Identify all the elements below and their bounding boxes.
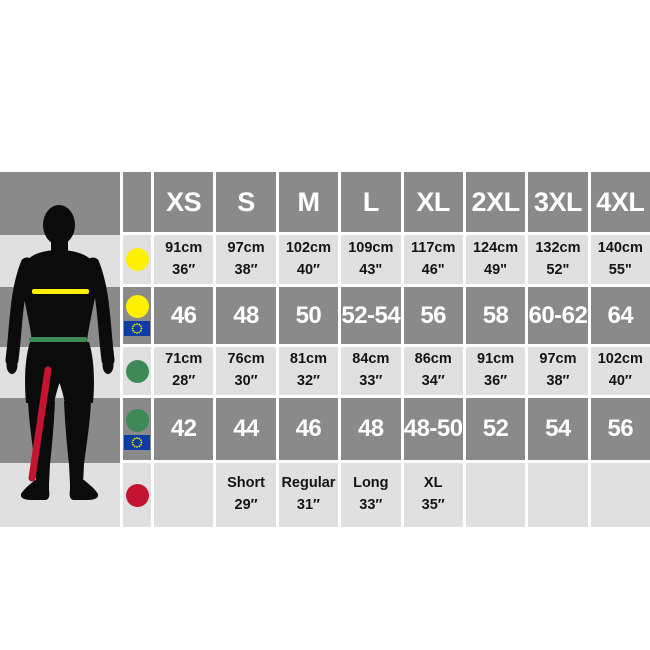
table-cell: 132cm 52": [528, 235, 588, 284]
waist-row-icon-cell: [123, 347, 151, 395]
table-cell: 58: [465, 287, 526, 344]
chest-measure-icon: [125, 248, 149, 271]
eu-flag-icon: [124, 434, 150, 450]
header-cell-4xl: 4XL: [590, 172, 650, 232]
waist-eu-row-icon-cell: [123, 398, 151, 460]
table-cell: 46: [278, 398, 339, 460]
header-cell-2xl: 2XL: [465, 172, 526, 232]
inside-leg-measure-icon: [125, 483, 149, 507]
table-cell: 76cm 30″: [216, 347, 276, 395]
size-chart: XS S M L XL 2XL 3XL 4XL 91cm 36″ 97cm 38″ …: [0, 172, 650, 527]
chest-eu-row-icon-cell: [123, 287, 151, 344]
table-cell: 86cm 34″: [403, 347, 463, 395]
table-cell: 91cm 36″: [154, 235, 214, 284]
table-cell: 97cm 38″: [528, 347, 588, 395]
table-cell: Long 33″: [341, 463, 401, 527]
table-cell: 124cm 49": [465, 235, 526, 284]
header-cell-xs: XS: [154, 172, 214, 232]
figure-backdrop-stripe: [0, 398, 120, 463]
table-cell: 50: [278, 287, 339, 344]
figure-backdrop-stripe: [0, 463, 120, 527]
waist-measure-icon: [125, 359, 149, 383]
table-cell: 48: [216, 287, 276, 344]
figure-panel: [0, 172, 120, 527]
male-silhouette-figure: [5, 205, 115, 500]
waist-line-indicator: [29, 337, 87, 342]
table-cell: 97cm 38″: [216, 235, 276, 284]
table-cell: 60-62: [528, 287, 588, 344]
table-cell: 102cm 40″: [590, 347, 650, 395]
table-cell: [465, 463, 526, 527]
table-cell: [590, 463, 650, 527]
header-cell-s: S: [216, 172, 276, 232]
eu-flag-icon: [124, 321, 150, 336]
header-cell-m: M: [278, 172, 339, 232]
header-cell-3xl: 3XL: [528, 172, 588, 232]
table-cell: [154, 463, 214, 527]
table-cell: 44: [216, 398, 276, 460]
inside-leg-line-indicator: [28, 366, 52, 482]
table-cell: 84cm 33″: [341, 347, 401, 395]
table-cell: [528, 463, 588, 527]
table-cell: 48-50: [403, 398, 463, 460]
table-cell: 117cm 46": [403, 235, 463, 284]
table-cell: XL 35″: [403, 463, 463, 527]
table-cell: Regular 31″: [278, 463, 339, 527]
waist-measure-icon: [125, 408, 149, 432]
table-cell: 109cm 43": [341, 235, 401, 284]
table-cell: 52: [465, 398, 526, 460]
table-cell: Short 29″: [216, 463, 276, 527]
table-cell: 52-54: [341, 287, 401, 344]
header-cell-l: L: [341, 172, 401, 232]
chest-row-icon-cell: [123, 235, 151, 284]
table-cell: 48: [341, 398, 401, 460]
header-cell-xl: XL: [403, 172, 463, 232]
table-cell: 42: [154, 398, 214, 460]
table-cell: 46: [154, 287, 214, 344]
table-cell: 71cm 28″: [154, 347, 214, 395]
table-cell: 91cm 36″: [465, 347, 526, 395]
table-cell: 102cm 40″: [278, 235, 339, 284]
table-cell: 56: [590, 398, 650, 460]
inside-leg-row-icon-cell: [123, 463, 151, 527]
size-table: XS S M L XL 2XL 3XL 4XL 91cm 36″ 97cm 38″ …: [123, 172, 650, 527]
table-cell: 56: [403, 287, 463, 344]
table-cell: 64: [590, 287, 650, 344]
table-cell: 81cm 32″: [278, 347, 339, 395]
table-cell: 54: [528, 398, 588, 460]
chest-line-indicator: [32, 289, 89, 294]
table-cell: 140cm 55": [590, 235, 650, 284]
chest-measure-icon: [125, 295, 149, 318]
header-icon-spacer: [123, 172, 151, 232]
